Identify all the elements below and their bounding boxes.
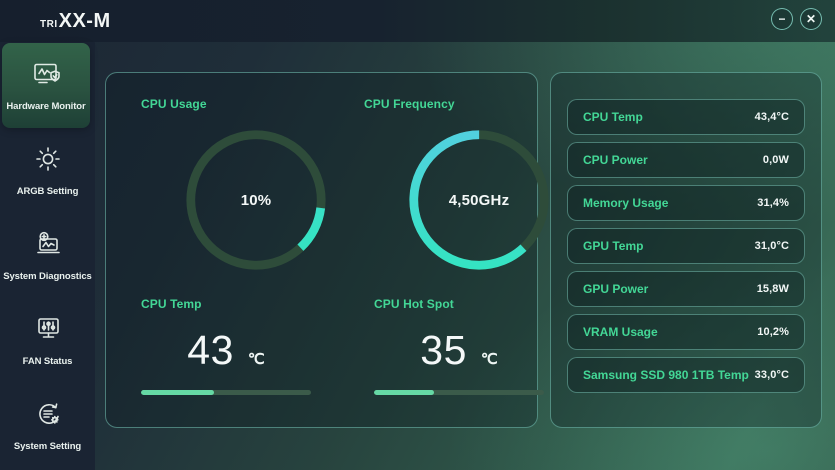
cpu-frequency-gauge: CPU Frequency 4,50GHz [329,97,552,273]
stat-label: Samsung SSD 980 1TB Temp [583,368,749,382]
cpu-temp-label: CPU Temp [141,297,202,311]
cpu-temp-progressbar [141,390,311,395]
sidebar-nav: Hardware Monitor ARGB Setting [0,42,95,470]
celsius-unit: ℃ [247,351,265,368]
cpu-temp-meter: CPU Temp 43 ℃ [106,295,339,395]
stat-row-cpu-temp: CPU Temp 43,4°C [567,99,805,135]
title-bar: TRI XX-M − ✕ [0,0,835,42]
stat-value: 31,4% [757,197,789,209]
sidebar-item-label: FAN Status [22,356,73,367]
system-diagnostics-icon [33,229,63,264]
cpu-hotspot-progressbar [374,390,544,395]
cpu-panel: CPU Usage 10% [105,72,549,428]
logo-prefix: TRI [40,18,58,30]
stat-row-gpu-temp: GPU Temp 31,0°C [567,228,805,264]
sidebar-item-label: System Setting [13,441,82,452]
cpu-frequency-value: 4,50GHz [448,191,510,209]
stat-value: 15,8W [756,283,789,295]
cpu-hotspot-meter: CPU Hot Spot 35 ℃ [339,295,572,395]
stat-value: 10,2% [757,326,789,338]
window-controls: − ✕ [771,8,822,30]
cpu-usage-ring: 10% [183,127,329,273]
cpu-usage-gauge: CPU Usage 10% [106,97,329,273]
sidebar-item-system-diagnostics[interactable]: System Diagnostics [0,213,95,298]
system-setting-icon [33,399,63,434]
gauge-section: CPU Usage 10% [106,97,549,273]
minimize-icon: − [778,12,786,26]
minimize-button[interactable]: − [771,8,793,30]
cpu-usage-value: 10% [240,191,272,209]
sidebar-item-fan-status[interactable]: FAN Status [0,298,95,383]
stat-row-gpu-power: GPU Power 15,8W [567,271,805,307]
stat-value: 33,0°C [754,369,789,381]
argb-setting-icon [33,144,63,179]
celsius-unit: ℃ [480,351,498,368]
cpu-hotspot-value: 35 [420,327,467,373]
close-icon: ✕ [805,12,817,26]
sidebar-item-argb-setting[interactable]: ARGB Setting [0,128,95,213]
sidebar-item-hardware-monitor[interactable]: Hardware Monitor [2,43,90,128]
meter-section: CPU Temp 43 ℃ CPU Hot Spot 35 ℃ [106,295,544,395]
stat-row-ssd-temp: Samsung SSD 980 1TB Temp 33,0°C [567,357,805,393]
sidebar-item-label: System Diagnostics [3,271,92,282]
sidebar-item-system-setting[interactable]: System Setting [0,383,95,468]
close-button[interactable]: ✕ [800,8,822,30]
stat-row-vram-usage: VRAM Usage 10,2% [567,314,805,350]
stat-value: 43,4°C [754,111,789,123]
stat-label: CPU Temp [583,110,643,124]
stats-panel: CPU Temp 43,4°C CPU Power 0,0W Memory Us… [550,72,822,428]
fan-status-icon [33,314,63,349]
app-logo: TRI XX-M [40,10,111,33]
cpu-temp-progress-fill [141,390,215,395]
cpu-hotspot-progress-fill [374,390,434,395]
stat-label: Memory Usage [583,196,669,210]
stat-label: CPU Power [583,153,648,167]
stat-value: 31,0°C [754,240,789,252]
stat-label: VRAM Usage [583,325,658,339]
hardware-monitor-icon [31,59,61,94]
cpu-frequency-ring: 4,50GHz [406,127,552,273]
stat-row-cpu-power: CPU Power 0,0W [567,142,805,178]
logo-main: XX-M [58,9,111,32]
cpu-frequency-label: CPU Frequency [364,97,455,111]
sidebar-item-label: Hardware Monitor [6,101,86,112]
cpu-hotspot-label: CPU Hot Spot [374,297,454,311]
stat-label: GPU Temp [583,239,644,253]
stat-value: 0,0W [762,154,789,166]
cpu-usage-label: CPU Usage [141,97,207,111]
stat-row-memory-usage: Memory Usage 31,4% [567,185,805,221]
cpu-temp-value: 43 [187,327,234,373]
sidebar-item-label: ARGB Setting [16,186,79,197]
stat-label: GPU Power [583,282,649,296]
